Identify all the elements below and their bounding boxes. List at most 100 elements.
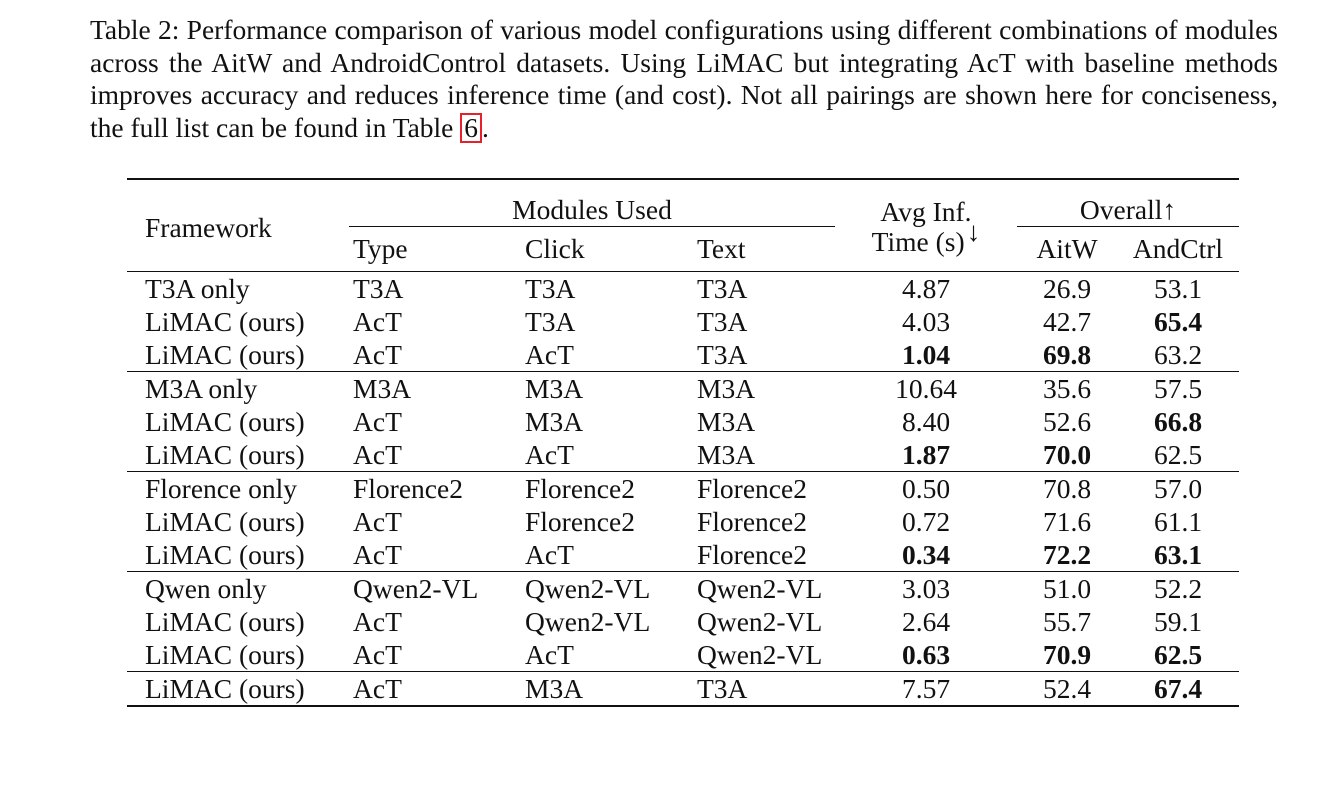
cell-framework: LiMAC (ours) <box>145 439 305 470</box>
cell-click: Florence2 <box>525 506 635 537</box>
cell-text: M3A <box>693 371 835 405</box>
cell-type: AcT <box>353 339 402 370</box>
cell-aitw: 55.7 <box>1042 606 1092 637</box>
header-avg-inf-line1: Avg Inf. <box>880 195 972 227</box>
cell-framework: LiMAC (ours) <box>145 339 305 370</box>
cell-time: 0.50 <box>835 471 1017 505</box>
cell-time: 4.87 <box>835 271 1017 305</box>
cell-time: 0.34 <box>901 539 951 570</box>
cell-text: M3A <box>697 406 756 437</box>
cell-andctrl: 52.2 <box>1117 571 1239 605</box>
cell-andctrl: 57.0 <box>1117 471 1239 505</box>
cell-click: AcT <box>525 439 574 470</box>
cell-andctrl: 62.5 <box>1153 439 1203 470</box>
cell-andctrl: 65.4 <box>1153 306 1203 337</box>
cell-text: T3A <box>697 306 748 337</box>
cell-aitw: 69.8 <box>1042 339 1092 370</box>
cell-text: T3A <box>693 671 835 706</box>
caption-end: . <box>482 111 489 143</box>
cell-type: AcT <box>353 306 402 337</box>
table-row: T3A only T3A T3A T3A 4.87 26.9 53.1 <box>127 271 1239 305</box>
cell-framework: LiMAC (ours) <box>145 606 305 637</box>
cell-click: Qwen2-VL <box>521 571 693 605</box>
cell-type: AcT <box>353 639 402 670</box>
header-framework: Framework <box>145 211 272 243</box>
cell-aitw: 72.2 <box>1042 539 1092 570</box>
cell-text: Qwen2-VL <box>693 571 835 605</box>
cell-framework: M3A only <box>127 371 349 405</box>
cell-type: AcT <box>349 671 521 706</box>
cell-framework: T3A only <box>127 271 349 305</box>
table-row: LiMAC (ours) AcT AcT Florence2 0.34 72.2 63.1 <box>127 538 1239 572</box>
table-row: LiMAC (ours) AcT M3A M3A 8.40 52.6 66.8 <box>127 405 1239 438</box>
cell-type: Florence2 <box>349 471 521 505</box>
cell-andctrl: 53.1 <box>1117 271 1239 305</box>
cell-time: 10.64 <box>835 371 1017 405</box>
cell-framework: LiMAC (ours) <box>145 639 305 670</box>
cell-click: T3A <box>525 306 576 337</box>
cell-time: 0.63 <box>901 639 951 670</box>
cell-aitw: 71.6 <box>1042 506 1092 537</box>
table-row: M3A only M3A M3A M3A 10.64 35.6 57.5 <box>127 371 1239 405</box>
cell-click: M3A <box>521 371 693 405</box>
cell-framework: LiMAC (ours) <box>145 539 305 570</box>
cell-text: M3A <box>697 439 756 470</box>
cell-click: Florence2 <box>521 471 693 505</box>
cell-andctrl: 59.1 <box>1153 606 1203 637</box>
header-type: Type <box>353 233 408 264</box>
cell-andctrl: 61.1 <box>1153 506 1203 537</box>
cell-type: AcT <box>353 406 402 437</box>
table-row: LiMAC (ours) AcT M3A T3A 7.57 52.4 67.4 <box>127 671 1239 706</box>
cell-aitw: 51.0 <box>1017 571 1117 605</box>
cell-aitw: 70.0 <box>1042 439 1092 470</box>
cell-aitw: 70.9 <box>1042 639 1092 670</box>
results-table: Framework Modules Used Avg Inf. Time (s)… <box>127 178 1239 707</box>
table-reference-link[interactable]: 6 <box>460 112 483 143</box>
table-row: LiMAC (ours) AcT AcT Qwen2-VL 0.63 70.9 62.5 <box>127 638 1239 672</box>
cell-andctrl: 62.5 <box>1153 639 1203 670</box>
cell-time: 4.03 <box>901 306 951 337</box>
cell-type: Qwen2-VL <box>349 571 521 605</box>
cell-click: M3A <box>521 671 693 706</box>
cell-aitw: 35.6 <box>1017 371 1117 405</box>
cell-click: Qwen2-VL <box>525 606 651 637</box>
header-avg-inf-time: Avg Inf. Time (s)↓ <box>835 179 1017 272</box>
cell-andctrl: 63.1 <box>1153 539 1203 570</box>
cell-aitw: 70.8 <box>1017 471 1117 505</box>
header-aitw: AitW <box>1036 233 1098 264</box>
cell-text: Qwen2-VL <box>697 639 823 670</box>
cell-text: T3A <box>697 339 748 370</box>
cell-andctrl: 66.8 <box>1153 406 1203 437</box>
table-row: LiMAC (ours) AcT Qwen2-VL Qwen2-VL 2.64 55.7 5… <box>127 605 1239 638</box>
table-caption: Table 2: Performance comparison of vario… <box>90 14 1278 144</box>
cell-time: 1.04 <box>901 339 951 370</box>
cell-andctrl: 63.2 <box>1153 339 1203 370</box>
header-text: Text <box>697 233 746 264</box>
table-row: LiMAC (ours) AcT Florence2 Florence2 0.72 71.… <box>127 505 1239 538</box>
cell-type: AcT <box>353 606 402 637</box>
cell-time: 8.40 <box>901 406 951 437</box>
header-modules-used: Modules Used <box>349 179 835 227</box>
table-row: LiMAC (ours) AcT T3A T3A 4.03 42.7 65.4 <box>127 305 1239 338</box>
table-row: LiMAC (ours) AcT AcT M3A 1.87 70.0 62.5 <box>127 438 1239 472</box>
cell-text: Qwen2-VL <box>697 606 823 637</box>
cell-text: Florence2 <box>697 506 807 537</box>
cell-aitw: 52.4 <box>1017 671 1117 706</box>
cell-aitw: 52.6 <box>1042 406 1092 437</box>
cell-framework: LiMAC (ours) <box>145 306 305 337</box>
table-row: Florence only Florence2 Florence2 Florence2… <box>127 471 1239 505</box>
cell-framework: Qwen only <box>127 571 349 605</box>
cell-type: T3A <box>349 271 521 305</box>
caption-text: Table 2: Performance comparison of vario… <box>90 14 1278 143</box>
header-avg-inf-line2: Time (s) <box>871 225 965 257</box>
cell-text: Florence2 <box>697 539 807 570</box>
cell-type: AcT <box>353 506 402 537</box>
cell-time: 0.72 <box>901 506 951 537</box>
header-overall: Overall↑ <box>1017 179 1239 227</box>
cell-framework: LiMAC (ours) <box>145 406 305 437</box>
cell-click: AcT <box>525 539 574 570</box>
cell-framework: LiMAC (ours) <box>127 671 349 706</box>
cell-time: 1.87 <box>901 439 951 470</box>
cell-aitw: 42.7 <box>1042 306 1092 337</box>
cell-andctrl: 57.5 <box>1117 371 1239 405</box>
